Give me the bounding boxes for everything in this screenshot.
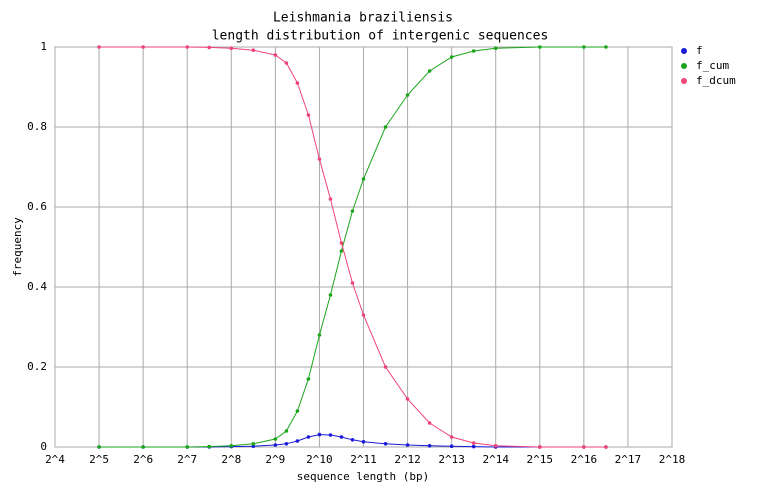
data-point	[229, 444, 234, 448]
data-point	[383, 442, 388, 446]
x-tick-label: 2^10	[306, 453, 333, 466]
data-point	[449, 444, 454, 449]
x-tick-label: 2^11	[350, 453, 377, 466]
data-point	[493, 444, 498, 448]
data-point	[273, 437, 278, 441]
data-point	[604, 445, 608, 449]
data-point	[284, 442, 289, 446]
data-point	[97, 45, 101, 49]
data-point	[328, 293, 333, 297]
data-point	[427, 421, 432, 425]
data-point	[97, 445, 101, 449]
x-axis-label: sequence length (bp)	[297, 470, 429, 483]
chart-subtitle: length distribution of intergenic sequen…	[212, 29, 549, 44]
data-point	[306, 377, 311, 381]
x-tick-label: 2^12	[394, 453, 421, 466]
data-point	[273, 443, 278, 447]
series-line	[99, 46, 606, 448]
x-tick-label: 2^9	[265, 453, 285, 466]
data-point	[141, 45, 145, 49]
data-point	[471, 49, 476, 53]
series-line	[99, 46, 606, 448]
y-tick-label: 0.4	[27, 280, 47, 293]
x-tick-label: 2^15	[527, 453, 554, 466]
data-point	[229, 46, 234, 50]
data-point	[185, 445, 190, 449]
data-point	[350, 209, 355, 213]
data-point	[449, 435, 454, 439]
legend-marker	[681, 63, 687, 69]
data-point	[317, 432, 322, 437]
x-tick-label: 2^17	[615, 453, 642, 466]
data-point	[582, 45, 586, 49]
data-point	[604, 45, 608, 49]
data-point	[207, 444, 212, 449]
series-line	[99, 434, 606, 448]
data-point	[405, 397, 410, 401]
data-point	[361, 177, 366, 181]
data-point	[295, 409, 300, 413]
data-point	[295, 439, 300, 443]
legend-label: f_cum	[696, 59, 729, 72]
legend-marker	[681, 78, 687, 84]
data-point	[361, 313, 366, 317]
data-point	[427, 444, 432, 448]
y-axis-label: frequency	[11, 217, 24, 277]
x-tick-label: 2^5	[89, 453, 109, 466]
data-point	[339, 241, 344, 245]
data-point	[328, 197, 333, 201]
x-tick-label: 2^8	[221, 453, 241, 466]
y-tick-label: 0	[40, 440, 47, 453]
data-point	[471, 441, 476, 445]
data-point	[405, 93, 410, 97]
x-tick-label: 2^14	[482, 453, 509, 466]
data-point	[284, 429, 289, 433]
data-point	[405, 443, 410, 447]
data-point	[582, 445, 586, 449]
y-tick-label: 0.8	[27, 120, 47, 133]
data-point	[141, 445, 145, 449]
data-point	[185, 45, 190, 49]
chart-title: Leishmania braziliensis	[273, 11, 453, 26]
data-point	[537, 45, 542, 49]
data-point	[328, 433, 333, 437]
y-tick-label: 1	[40, 40, 47, 53]
data-point	[361, 440, 366, 444]
x-tick-label: 2^18	[659, 453, 686, 466]
y-tick-label: 0.2	[27, 360, 47, 373]
data-point	[383, 365, 388, 369]
data-point	[493, 46, 498, 50]
data-point	[350, 438, 355, 442]
legend-label: f	[696, 44, 703, 57]
data-point	[471, 444, 476, 449]
y-tick-label: 0.6	[27, 200, 47, 213]
data-point	[383, 125, 388, 129]
data-point	[339, 435, 344, 439]
data-point	[317, 157, 322, 161]
data-point	[306, 435, 311, 439]
x-tick-label: 2^16	[571, 453, 598, 466]
legend-label: f_dcum	[696, 74, 736, 87]
x-tick-label: 2^4	[45, 453, 65, 466]
x-tick-label: 2^13	[438, 453, 465, 466]
data-point	[251, 48, 256, 52]
data-point	[427, 69, 432, 73]
data-point	[449, 55, 454, 59]
x-tick-label: 2^7	[177, 453, 197, 466]
data-point	[251, 442, 256, 446]
data-point	[284, 61, 289, 65]
data-point	[537, 445, 542, 449]
legend-marker	[681, 48, 687, 54]
data-point	[339, 249, 344, 253]
data-point	[273, 53, 278, 57]
data-point	[295, 81, 300, 85]
data-point	[317, 333, 322, 337]
data-point	[306, 113, 311, 117]
data-point	[350, 281, 355, 285]
data-point	[207, 45, 212, 50]
x-tick-label: 2^6	[133, 453, 153, 466]
